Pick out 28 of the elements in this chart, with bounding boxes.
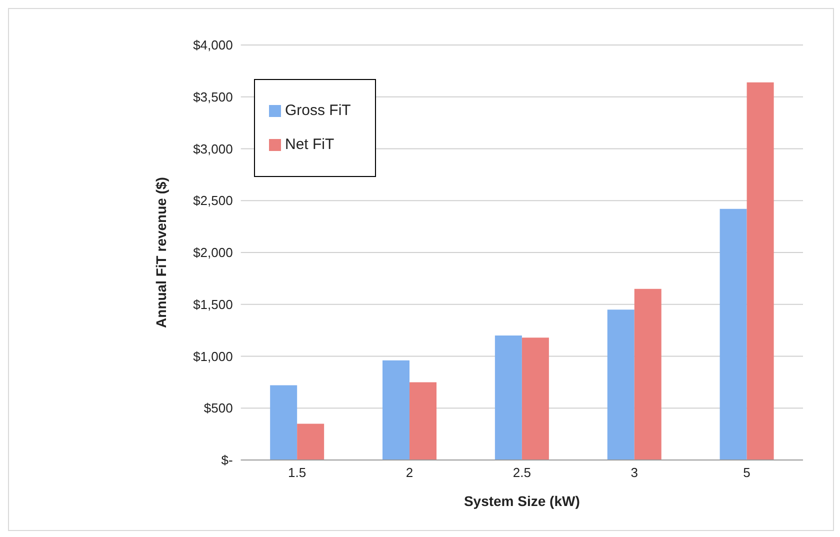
x-tick-label: 1.5 bbox=[288, 465, 306, 480]
bar bbox=[410, 382, 437, 460]
y-tick-label: $3,500 bbox=[193, 89, 233, 104]
y-tick-label: $1,500 bbox=[193, 296, 233, 312]
x-axis-title: System Size (kW) bbox=[464, 493, 580, 509]
y-tick-label: $4,000 bbox=[193, 38, 233, 53]
legend-label: Net FiT bbox=[285, 136, 334, 153]
bar bbox=[634, 288, 662, 460]
x-tick-label: 5 bbox=[743, 465, 750, 480]
legend-label: Gross FiT bbox=[285, 102, 351, 119]
y-tick-label: $- bbox=[221, 452, 233, 468]
bar bbox=[522, 338, 549, 460]
x-tick-label: 2.5 bbox=[512, 465, 531, 480]
y-tick-label: $3,000 bbox=[193, 141, 233, 156]
y-tick-label: $1,000 bbox=[193, 348, 233, 364]
bar bbox=[607, 310, 634, 460]
y-tick-label: $2,500 bbox=[193, 193, 233, 208]
bar bbox=[382, 360, 410, 460]
bar bbox=[297, 424, 324, 460]
y-axis-title: Annual FiT revenue ($) bbox=[152, 177, 169, 328]
x-tick-label: 3 bbox=[630, 465, 638, 480]
x-tick-label: 2 bbox=[406, 465, 414, 480]
y-tick-label: $2,000 bbox=[193, 245, 233, 260]
bar bbox=[270, 385, 298, 460]
bar bbox=[746, 82, 774, 460]
bar bbox=[720, 208, 747, 460]
y-tick-label: $500 bbox=[204, 400, 233, 416]
bar bbox=[494, 336, 522, 460]
